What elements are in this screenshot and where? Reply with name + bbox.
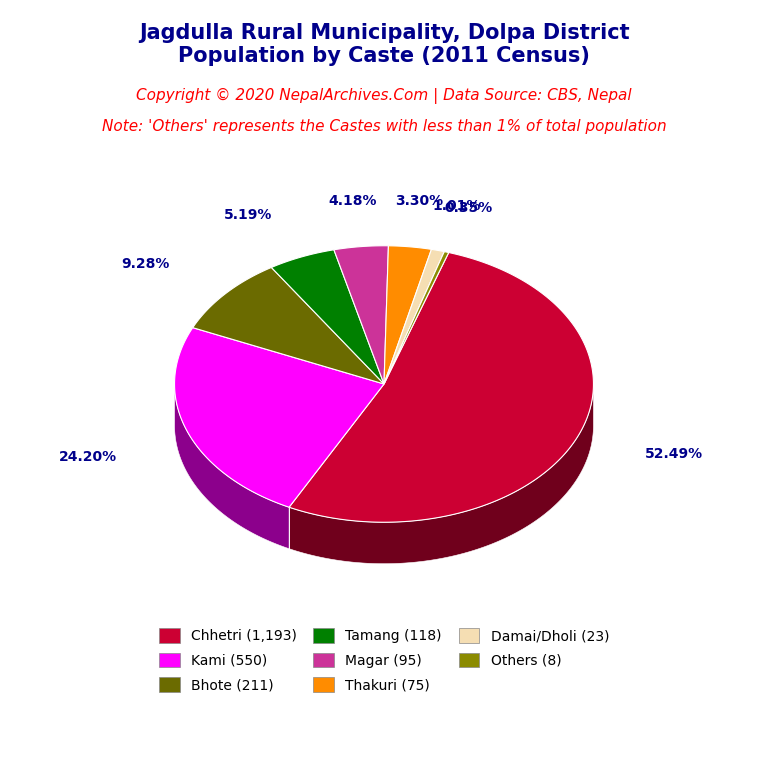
Text: 5.19%: 5.19% bbox=[224, 207, 273, 221]
Polygon shape bbox=[384, 246, 432, 384]
Polygon shape bbox=[174, 328, 384, 507]
Polygon shape bbox=[193, 267, 384, 384]
Text: Note: 'Others' represents the Castes with less than 1% of total population: Note: 'Others' represents the Castes wit… bbox=[101, 119, 667, 134]
Text: Jagdulla Rural Municipality, Dolpa District
Population by Caste (2011 Census): Jagdulla Rural Municipality, Dolpa Distr… bbox=[139, 23, 629, 66]
Legend: Chhetri (1,193), Kami (550), Bhote (211), Tamang (118), Magar (95), Thakuri (75): Chhetri (1,193), Kami (550), Bhote (211)… bbox=[152, 621, 616, 699]
Text: 4.18%: 4.18% bbox=[329, 194, 377, 208]
Polygon shape bbox=[174, 382, 289, 548]
Polygon shape bbox=[271, 250, 384, 384]
Text: 1.01%: 1.01% bbox=[432, 199, 481, 213]
Text: Copyright © 2020 NepalArchives.Com | Data Source: CBS, Nepal: Copyright © 2020 NepalArchives.Com | Dat… bbox=[136, 88, 632, 104]
Polygon shape bbox=[289, 253, 594, 522]
Text: 9.28%: 9.28% bbox=[121, 257, 170, 270]
Polygon shape bbox=[384, 252, 449, 384]
Text: 0.35%: 0.35% bbox=[444, 201, 492, 215]
Polygon shape bbox=[334, 246, 389, 384]
Polygon shape bbox=[289, 382, 594, 564]
Text: 24.20%: 24.20% bbox=[59, 450, 118, 464]
Text: 52.49%: 52.49% bbox=[645, 448, 703, 462]
Text: 3.30%: 3.30% bbox=[396, 194, 443, 208]
Polygon shape bbox=[384, 250, 445, 384]
